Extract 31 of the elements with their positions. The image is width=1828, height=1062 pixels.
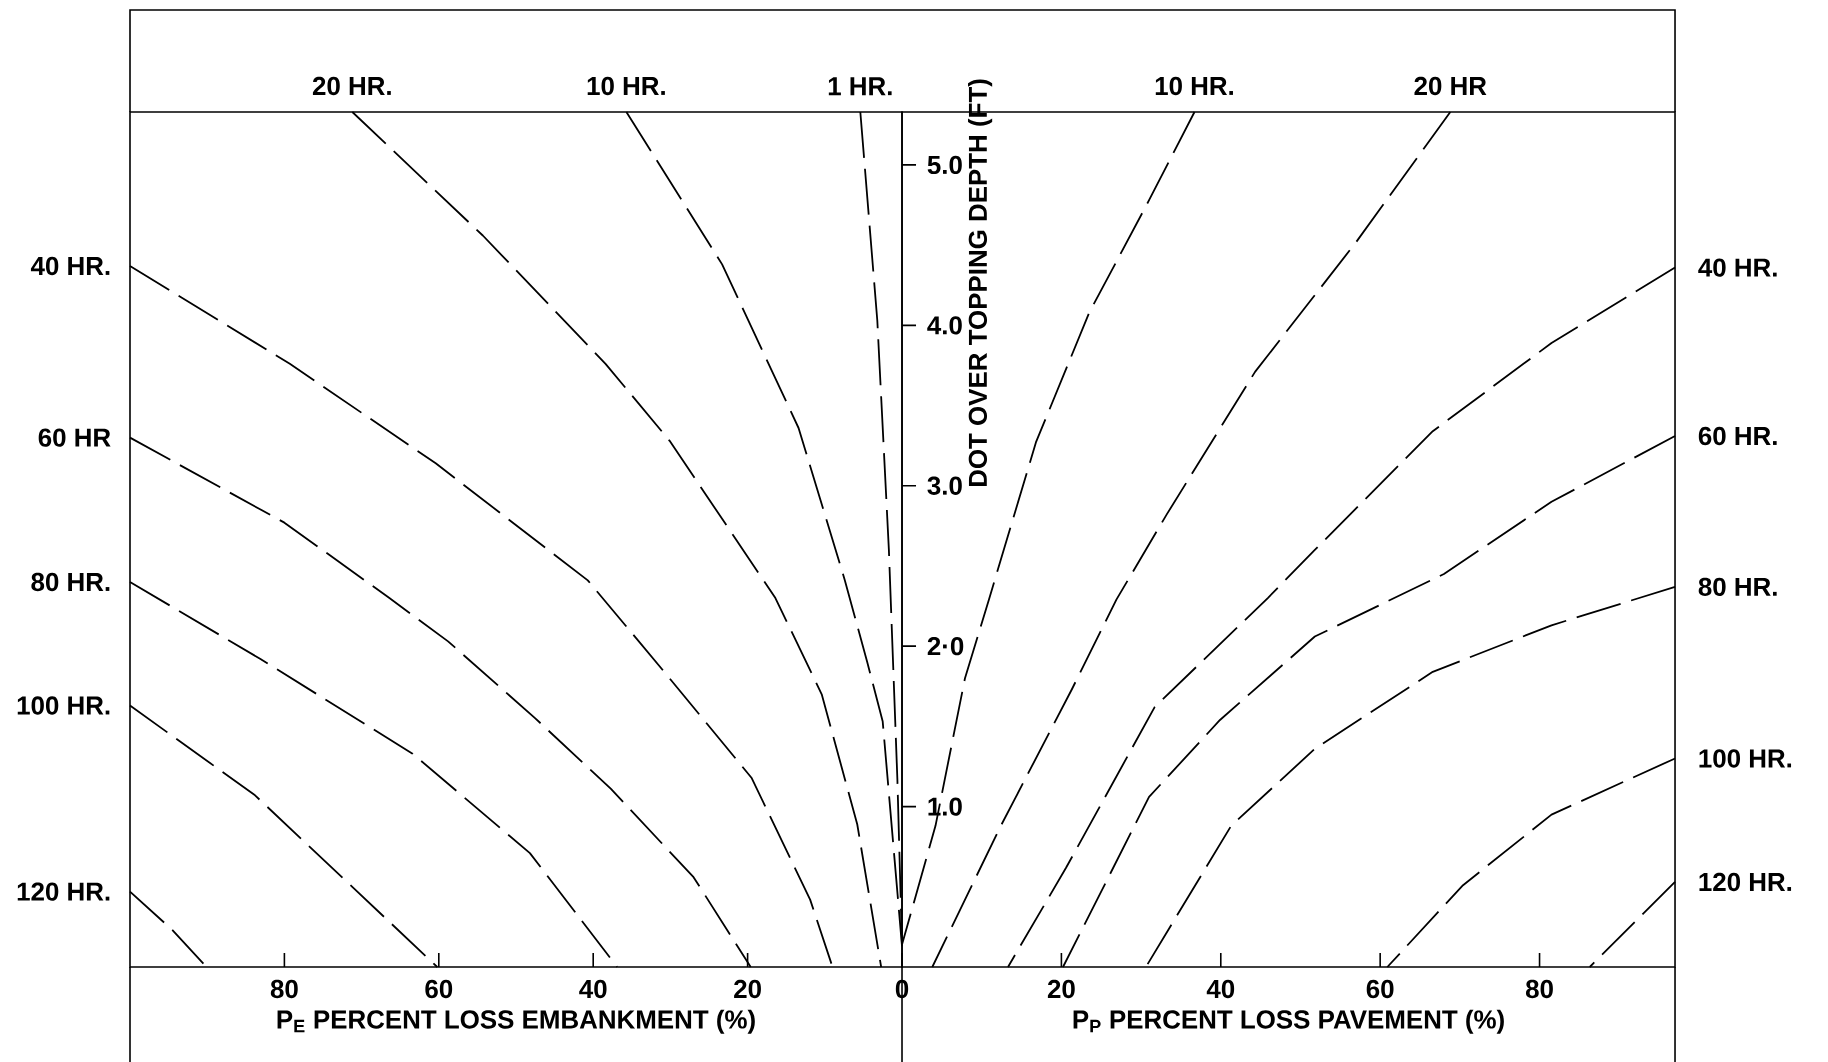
- series-label: 120 HR.: [17, 882, 110, 901]
- series-label: 10 HR.: [587, 76, 665, 96]
- x-tick-label: 20: [734, 979, 761, 999]
- y-tick-label: 2·0: [927, 636, 964, 656]
- series-label: 10 HR.: [1155, 76, 1233, 96]
- x-tick-label: 80: [270, 979, 298, 999]
- series-label: 1 HR.: [828, 77, 892, 96]
- x-tick-label: 60: [425, 979, 453, 999]
- series-label: 80 HR.: [31, 572, 110, 592]
- series-label: 20 HR: [1414, 76, 1487, 96]
- series-label: 120 HR.: [1699, 872, 1792, 892]
- y-tick-label: 3.0: [927, 476, 962, 495]
- series-label: 100 HR.: [17, 696, 110, 715]
- series-label: 40 HR.: [30, 256, 110, 276]
- x-tick-label: 20: [1047, 979, 1075, 999]
- x-axis-title: P$_{E}$ PERCENT LOSS EMBANKMENT (%): [277, 1009, 755, 1034]
- y-tick-label: 5.0: [927, 155, 962, 175]
- series-label: 40 HR.: [1698, 258, 1777, 277]
- x-tick-label: 40: [1206, 979, 1235, 999]
- series-label: 100 HR.: [1699, 749, 1792, 768]
- y-tick-label: 4.0: [927, 316, 962, 335]
- x-axis-title: P$_{P}$ PERCENT LOSS PAVEMENT (%): [1073, 1009, 1504, 1034]
- series-label: 60 HR: [38, 428, 111, 447]
- series-label: 60 HR.: [1698, 426, 1777, 446]
- x-tick-label: 80: [1525, 979, 1553, 999]
- series-label: 20 HR.: [312, 76, 391, 96]
- x-tick-label: 40: [579, 979, 607, 999]
- y-tick-label: 1.0: [928, 797, 962, 816]
- y-axis-title: DOT OVER TOPPING DEPTH (FT): [968, 79, 993, 487]
- x-tick-label: 60: [1366, 979, 1394, 999]
- series-label: 80 HR.: [1698, 577, 1777, 596]
